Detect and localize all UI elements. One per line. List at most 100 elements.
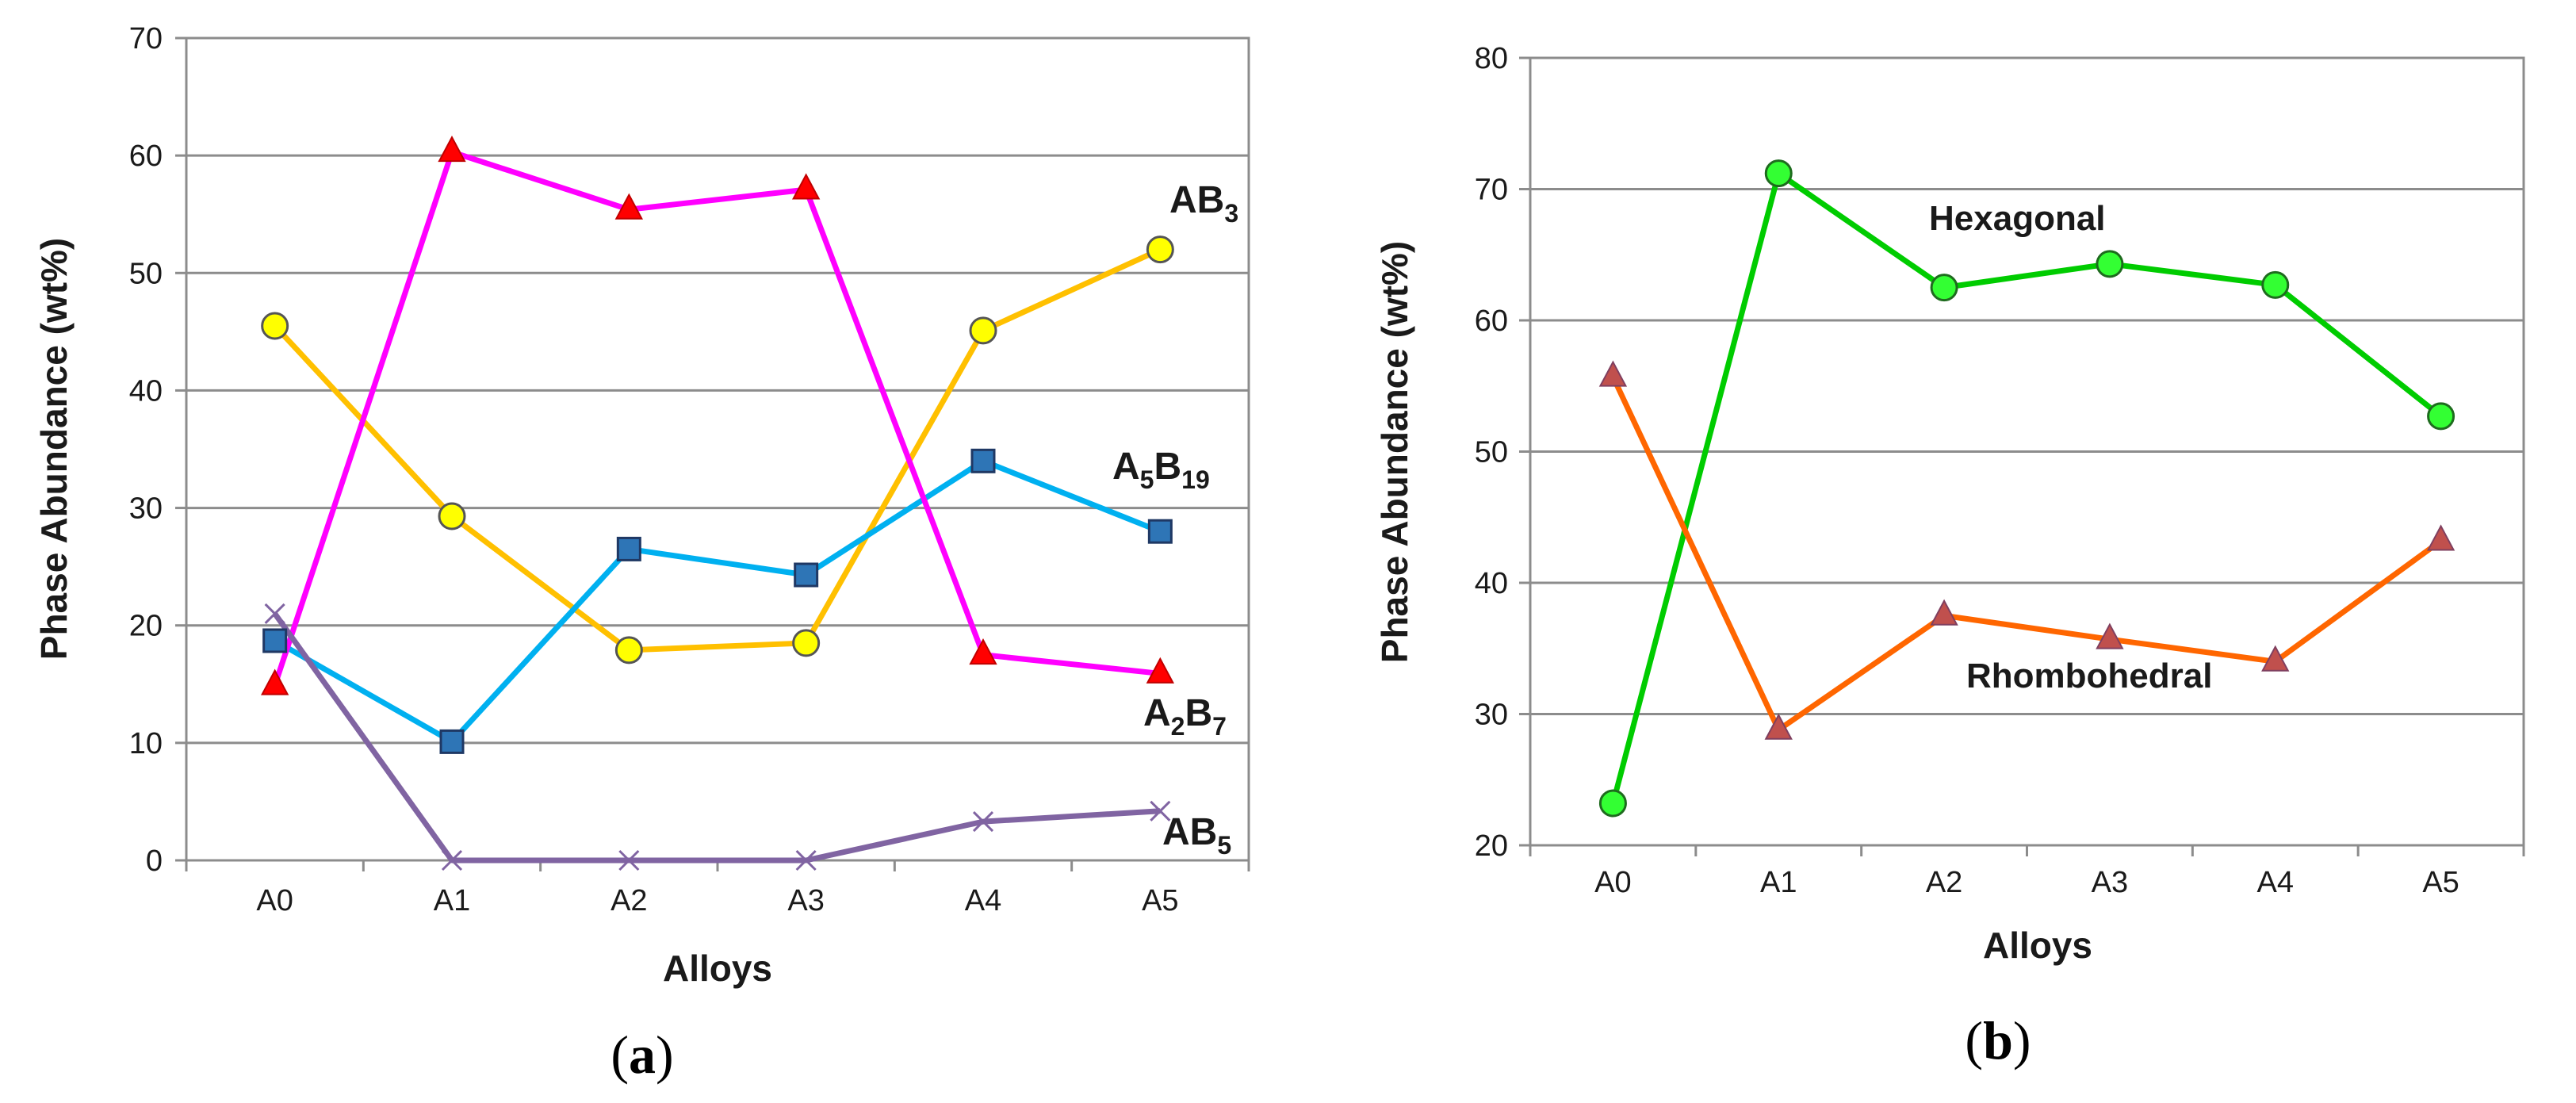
a-point-a2b7: [438, 135, 466, 163]
b-plot-frame: [1529, 56, 2525, 847]
chart-b: 20 30 40 50 60 70 80 A0 A1 A2 A3 A4 A5 Alloys Phase…: [1374, 42, 2525, 1070]
b-x-tick-label: A1: [1760, 866, 1797, 899]
b-point-hexagonal: [2261, 270, 2290, 299]
panel-label-a-open: (: [611, 1024, 629, 1085]
a-point-ab5-stroke-2: [795, 849, 817, 871]
a-x-tick-label: A2: [611, 884, 647, 917]
a-point-a5b19: [1147, 519, 1173, 544]
b-point-rhombohedral: [2261, 645, 2290, 672]
a-annotation-a2b7-sub2: 7: [1212, 712, 1227, 741]
a-y-tick-label: 60: [129, 140, 163, 173]
a-point-ab5: [618, 849, 640, 871]
a-y-axis-title: Phase Abundance (wt%): [33, 238, 75, 660]
a-point-ab5: [972, 811, 994, 833]
a-point-a5b19: [794, 562, 819, 588]
a-y-tick-label: 20: [129, 610, 163, 643]
b-y-tick-labels: 20 30 40 50 60 70 80: [1475, 42, 1508, 863]
b-point-hexagonal: [1598, 789, 1627, 818]
a-x-tick-label: A4: [965, 884, 1001, 917]
panel-label-b-letter: b: [1983, 1010, 2013, 1070]
a-point-a5b19: [262, 628, 288, 653]
b-point-rhombohedral: [2426, 524, 2455, 551]
a-y-tick-label: 30: [129, 492, 163, 526]
b-point-hexagonal: [2427, 402, 2455, 431]
a-point-ab5: [441, 849, 463, 871]
b-x-tick-label: A2: [1926, 866, 1962, 899]
a-annotation-a5b19-main2: B: [1154, 446, 1181, 488]
a-x-tick-labels: A0 A1 A2 A3 A4 A5: [256, 884, 1178, 917]
panel-label-a: (a): [611, 1024, 673, 1085]
b-point-rhombohedral: [1764, 713, 1793, 740]
b-point-rhombohedral: [1598, 360, 1628, 387]
b-x-tick-label: A4: [2257, 866, 2294, 899]
b-y-tick-label: 20: [1475, 829, 1508, 863]
a-annotation-a2b7-main: A: [1143, 692, 1171, 734]
a-series-line-a2b7: [272, 149, 1161, 687]
b-y-axis-title: Phase Abundance (wt%): [1374, 241, 1415, 663]
a-point-a2b7: [260, 668, 289, 695]
b-gridlines: [1519, 56, 2525, 856]
b-y-tick-label: 60: [1475, 304, 1508, 338]
a-y-tick-label: 0: [146, 844, 163, 878]
a-y-tick-label: 10: [129, 727, 163, 760]
a-point-ab5-stroke-2: [1150, 800, 1171, 822]
panel-label-b: (b): [1965, 1010, 2031, 1070]
b-point-rhombohedral: [1930, 599, 1958, 626]
a-gridlines: [175, 36, 1250, 871]
a-point-a2b7: [614, 193, 643, 220]
a-point-a2b7: [969, 638, 997, 665]
a-point-ab3: [614, 636, 643, 664]
panel-label-b-open: (: [1965, 1010, 1983, 1070]
panel-label-a-close: ): [656, 1024, 674, 1085]
a-y-tick-labels: 0 10 20 30 40 50 60 70: [129, 22, 163, 878]
a-point-a2b7: [1146, 657, 1175, 684]
a-series-line-a5b19: [273, 458, 1162, 745]
panel-label-a-letter: a: [629, 1024, 656, 1085]
a-series-line-ab3: [273, 247, 1162, 653]
a-annotation-a2b7-sub: 2: [1171, 712, 1185, 741]
a-point-ab5-stroke-2: [618, 849, 640, 871]
a-x-tick-label: A0: [256, 884, 293, 917]
a-plot-frame: [185, 36, 1250, 862]
a-point-ab5-stroke-2: [972, 811, 994, 833]
b-annotation-hexagonal: Hexagonal: [1929, 199, 2106, 238]
a-y-tick-label: 50: [129, 257, 163, 290]
a-annotation-a2b7: A2B7: [1143, 692, 1227, 741]
a-point-a5b19: [439, 729, 465, 754]
b-series-layer: [1598, 159, 2455, 818]
b-y-tick-label: 50: [1475, 436, 1508, 469]
a-x-tick-label: A3: [787, 884, 824, 917]
a-point-ab3: [969, 316, 997, 345]
panel-label-b-close: ): [2013, 1010, 2031, 1070]
b-series-line-hexagonal: [1610, 170, 2443, 804]
a-annotation-a5b19-sub: 5: [1140, 465, 1154, 494]
a-annotation-ab5: AB5: [1162, 811, 1231, 860]
b-y-tick-label: 80: [1475, 42, 1508, 75]
a-annotation-a5b19-sub2: 19: [1181, 465, 1210, 494]
a-point-ab5: [1150, 800, 1171, 822]
b-y-tick-label: 30: [1475, 699, 1508, 732]
a-point-ab5-stroke-2: [441, 849, 463, 871]
a-point-ab3: [261, 312, 289, 340]
a-x-axis-title: Alloys: [663, 948, 772, 989]
a-annotation-ab3: AB3: [1169, 179, 1238, 228]
b-y-tick-label: 40: [1475, 567, 1508, 600]
a-annotation-ab5-sub: 5: [1217, 831, 1231, 860]
a-point-ab5: [795, 849, 817, 871]
a-series-layer: [260, 135, 1175, 871]
a-point-ab3: [438, 502, 466, 530]
b-x-tick-label: A5: [2422, 866, 2459, 899]
a-y-tick-label: 70: [129, 22, 163, 56]
a-annotation-a5b19-main: A: [1112, 446, 1140, 488]
a-x-tick-label: A5: [1142, 884, 1178, 917]
a-point-ab5-stroke-2: [264, 603, 285, 624]
b-point-rhombohedral: [2096, 622, 2124, 649]
a-point-a5b19: [616, 536, 641, 561]
b-series-line-rhombohedral: [1610, 375, 2443, 733]
b-x-tick-label: A3: [2092, 866, 2128, 899]
a-series-line-ab5: [272, 611, 1161, 864]
b-x-tick-labels: A0 A1 A2 A3 A4 A5: [1594, 866, 2459, 899]
a-annotation-ab3-main: AB: [1169, 179, 1224, 221]
